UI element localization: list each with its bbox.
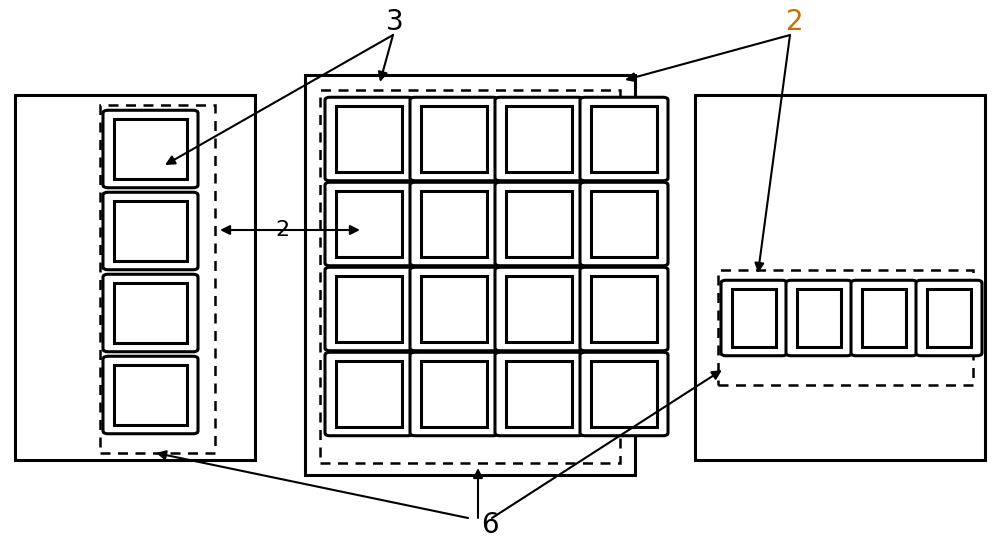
Bar xyxy=(114,365,187,425)
Bar xyxy=(732,289,776,347)
Bar xyxy=(114,201,187,261)
FancyBboxPatch shape xyxy=(410,267,498,351)
FancyBboxPatch shape xyxy=(916,280,982,356)
Text: 6: 6 xyxy=(481,511,499,539)
Bar xyxy=(421,191,487,257)
FancyBboxPatch shape xyxy=(325,97,413,181)
FancyBboxPatch shape xyxy=(103,110,198,188)
Text: 2: 2 xyxy=(275,220,289,240)
FancyBboxPatch shape xyxy=(580,97,668,181)
Bar xyxy=(695,95,985,460)
FancyBboxPatch shape xyxy=(325,352,413,436)
FancyBboxPatch shape xyxy=(721,280,787,356)
FancyBboxPatch shape xyxy=(495,182,583,266)
FancyBboxPatch shape xyxy=(580,267,668,351)
Bar xyxy=(421,106,487,172)
FancyBboxPatch shape xyxy=(786,280,852,356)
Bar xyxy=(591,191,657,257)
FancyBboxPatch shape xyxy=(325,182,413,266)
Bar xyxy=(114,283,187,343)
FancyBboxPatch shape xyxy=(495,97,583,181)
Bar xyxy=(718,270,973,385)
Bar xyxy=(591,361,657,427)
Bar xyxy=(336,106,402,172)
FancyBboxPatch shape xyxy=(495,352,583,436)
Bar xyxy=(506,106,572,172)
FancyBboxPatch shape xyxy=(410,182,498,266)
Bar xyxy=(506,361,572,427)
Bar xyxy=(506,191,572,257)
FancyBboxPatch shape xyxy=(103,192,198,270)
Bar xyxy=(421,361,487,427)
Bar xyxy=(506,276,572,342)
Text: 2: 2 xyxy=(786,8,804,36)
FancyBboxPatch shape xyxy=(325,267,413,351)
FancyBboxPatch shape xyxy=(851,280,917,356)
Bar xyxy=(927,289,971,347)
Bar xyxy=(320,90,620,463)
FancyBboxPatch shape xyxy=(495,267,583,351)
Bar xyxy=(591,106,657,172)
Bar xyxy=(336,191,402,257)
FancyBboxPatch shape xyxy=(410,352,498,436)
FancyBboxPatch shape xyxy=(580,182,668,266)
FancyBboxPatch shape xyxy=(580,352,668,436)
Bar xyxy=(114,119,187,179)
Bar xyxy=(336,276,402,342)
Bar xyxy=(862,289,906,347)
Bar xyxy=(336,361,402,427)
Bar xyxy=(100,105,215,453)
Bar xyxy=(797,289,841,347)
FancyBboxPatch shape xyxy=(103,356,198,433)
FancyBboxPatch shape xyxy=(103,274,198,352)
Bar xyxy=(421,276,487,342)
Bar xyxy=(305,75,635,475)
Text: 3: 3 xyxy=(386,8,404,36)
Bar xyxy=(15,95,255,460)
FancyBboxPatch shape xyxy=(410,97,498,181)
Bar xyxy=(591,276,657,342)
